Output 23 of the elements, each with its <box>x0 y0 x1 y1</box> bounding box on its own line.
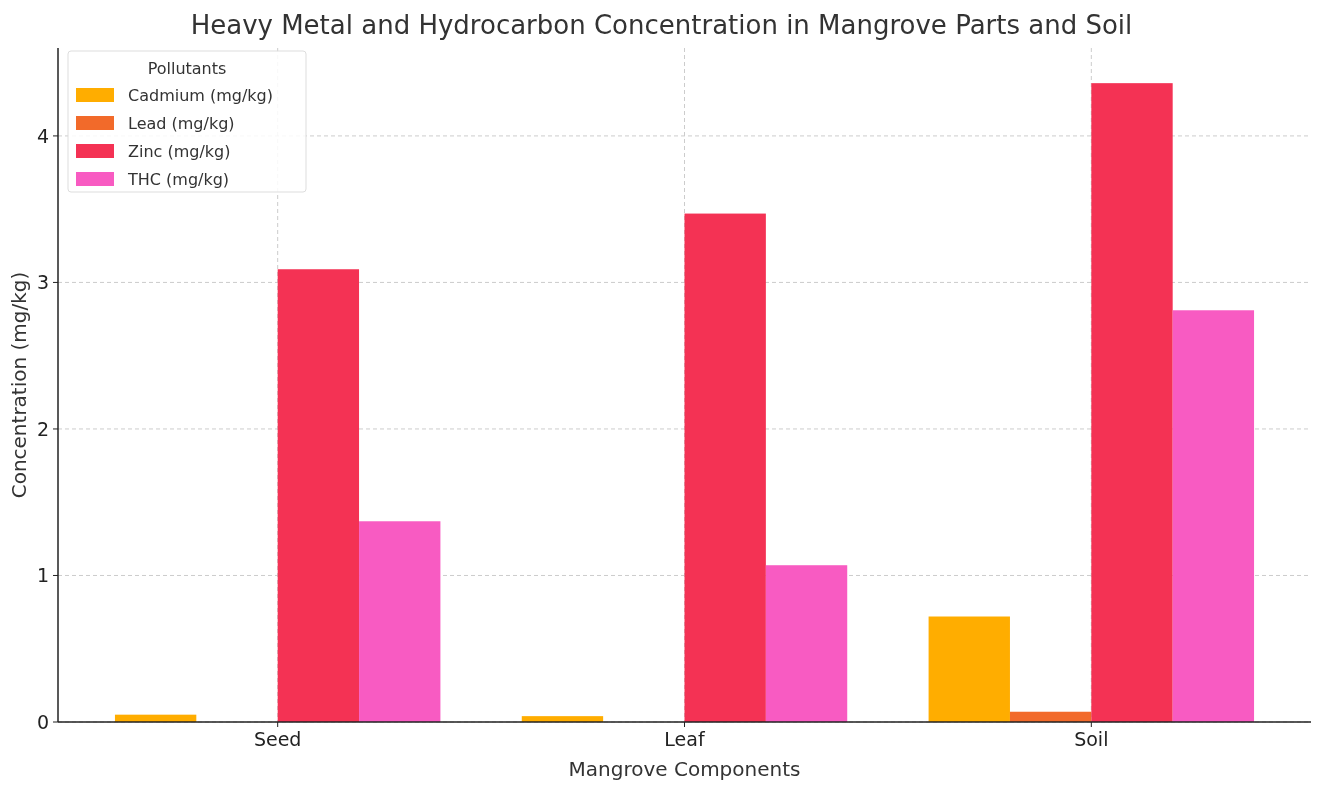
x-tick-label: Seed <box>253 728 302 750</box>
x-tick-label: Leaf <box>664 728 706 750</box>
bar <box>359 521 441 722</box>
y-tick-label: 3 <box>36 271 49 294</box>
legend-label: Zinc (mg/kg) <box>128 141 231 161</box>
bar <box>928 616 1010 722</box>
legend-title: Pollutants <box>147 59 227 78</box>
y-tick-label: 1 <box>36 564 49 587</box>
bar <box>277 269 360 722</box>
bar <box>684 213 766 722</box>
chart-title: Heavy Metal and Hydrocarbon Concentration in Mangrove Parts and Soil <box>190 10 1133 40</box>
y-tick-label: 4 <box>36 124 49 147</box>
legend-label: THC (mg/kg) <box>127 169 230 189</box>
bar <box>1172 310 1255 722</box>
legend-label: Cadmium (mg/kg) <box>128 85 274 105</box>
x-tick-label: Soil <box>1074 728 1109 750</box>
y-tick-label: 2 <box>36 417 49 440</box>
y-axis-title: Concentration (mg/kg) <box>7 271 31 499</box>
bar <box>765 565 848 722</box>
bar <box>1091 83 1173 722</box>
y-tick-label: 0 <box>36 710 49 733</box>
legend-label: Lead (mg/kg) <box>128 113 235 133</box>
x-axis-title: Mangrove Components <box>568 757 801 781</box>
